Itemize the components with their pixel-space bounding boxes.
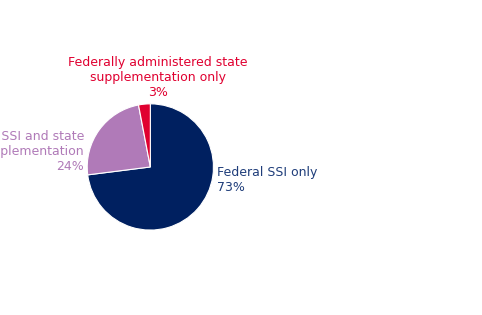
Text: Federally administered state
supplementation only
3%: Federally administered state supplementa… bbox=[68, 56, 248, 99]
Wedge shape bbox=[138, 104, 150, 167]
Text: Federal SSI and state
supplementation
24%: Federal SSI and state supplementation 24… bbox=[0, 130, 84, 173]
Wedge shape bbox=[88, 104, 214, 230]
Wedge shape bbox=[87, 105, 150, 175]
Text: Federal SSI only
73%: Federal SSI only 73% bbox=[216, 166, 317, 194]
